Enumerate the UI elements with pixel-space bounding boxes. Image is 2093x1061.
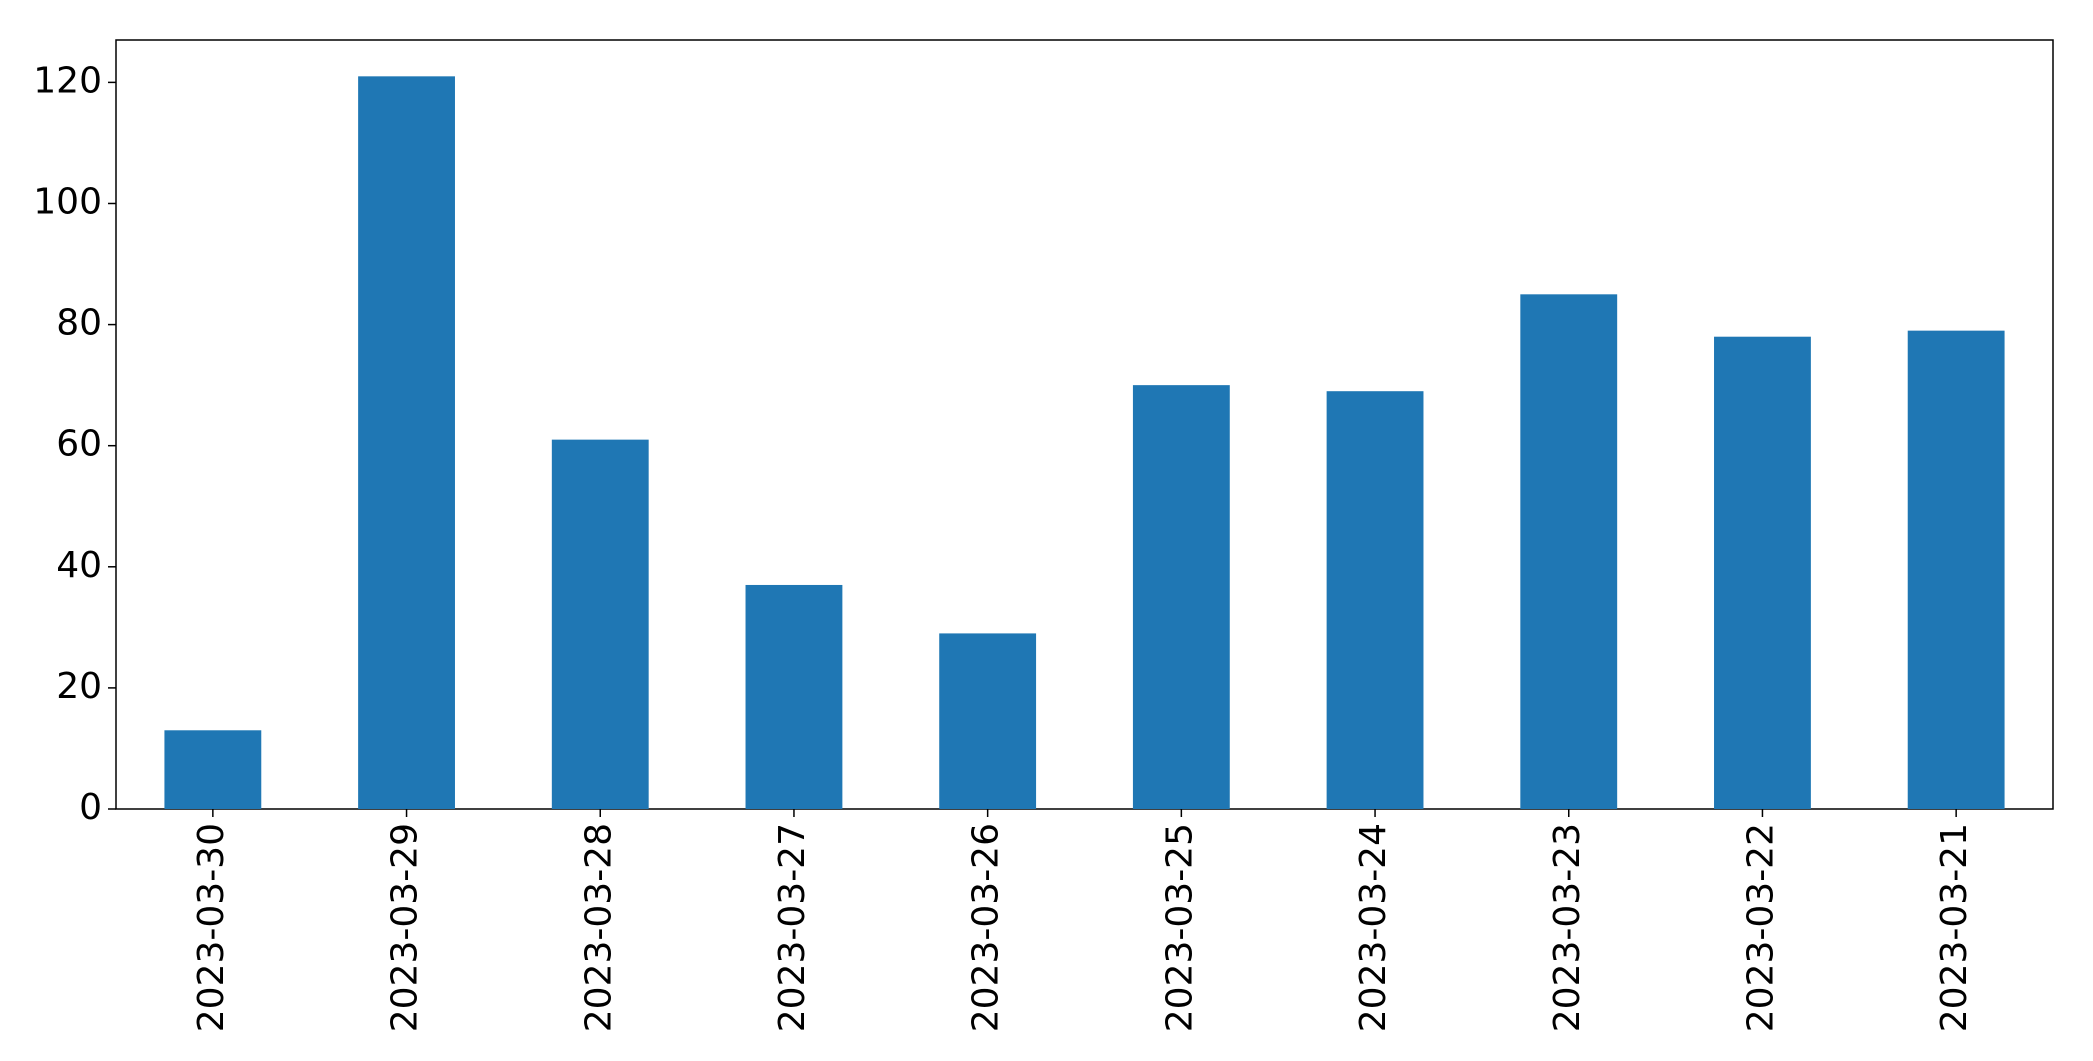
- y-tick-label: 120: [33, 60, 102, 101]
- y-tick-label: 20: [56, 666, 102, 707]
- bar: [358, 76, 455, 810]
- x-tick-label: 2023-03-25: [1159, 823, 1200, 1032]
- x-tick-label: 2023-03-29: [385, 823, 426, 1032]
- x-tick-label: 2023-03-27: [772, 823, 813, 1032]
- x-tick-label: 2023-03-23: [1547, 823, 1588, 1032]
- y-tick-label: 60: [56, 424, 102, 465]
- bar: [1132, 385, 1230, 809]
- bar: [1714, 336, 1811, 809]
- y-tick-label: 100: [33, 181, 102, 222]
- x-tick-label: 2023-03-21: [1934, 823, 1975, 1032]
- y-tick-label: 40: [56, 545, 102, 586]
- x-tick-label: 2023-03-24: [1353, 823, 1394, 1032]
- y-tick-label: 0: [79, 787, 102, 828]
- bar: [939, 633, 1037, 809]
- bar: [745, 584, 843, 809]
- bar: [551, 439, 649, 809]
- x-tick-label: 2023-03-28: [578, 823, 619, 1032]
- bar: [1907, 330, 2005, 809]
- x-tick-label: 2023-03-26: [966, 823, 1007, 1032]
- bar: [1520, 294, 1618, 810]
- x-tick-label: 2023-03-22: [1740, 823, 1781, 1032]
- bar: [164, 730, 262, 809]
- y-tick-label: 80: [56, 303, 102, 344]
- plot-frame: [115, 39, 2054, 810]
- x-tick-label: 2023-03-30: [191, 823, 232, 1032]
- bar: [1326, 391, 1424, 809]
